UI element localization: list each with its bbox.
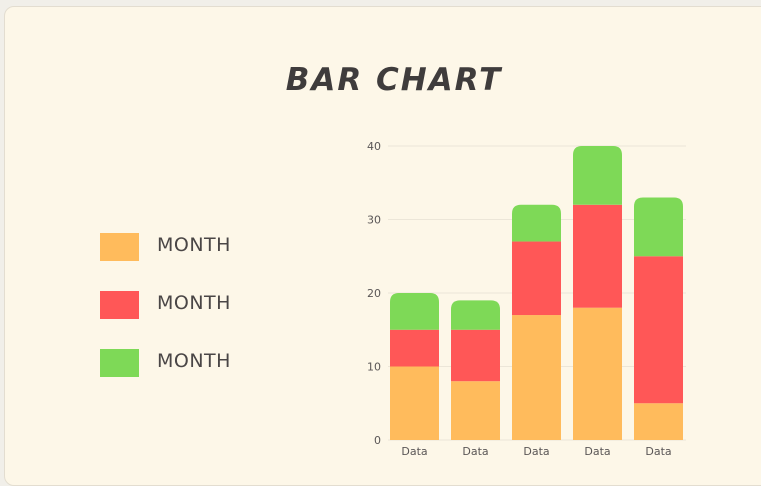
bar-segment-cat-2-series-1	[451, 381, 500, 440]
x-tick-label: Data	[462, 445, 488, 458]
y-tick-label: 10	[367, 361, 381, 374]
bar-segment-cat-5-series-1	[634, 403, 683, 440]
y-tick-label: 30	[367, 214, 381, 227]
bars	[390, 146, 683, 440]
bar-segment-cat-1-series-2	[390, 329, 439, 367]
bar-segment-cat-5-series-2	[634, 256, 683, 404]
legend-label-series-3: MONTH	[157, 350, 231, 372]
bar-segment-cat-2-series-3	[451, 300, 500, 330]
bar-segment-cat-3-series-3	[512, 204, 561, 242]
bar-segment-cat-1-series-1	[390, 366, 439, 440]
legend-label-series-1: MONTH	[157, 234, 231, 256]
legend-swatch-series-2	[100, 291, 139, 319]
x-tick-label: Data	[523, 445, 549, 458]
bar-segment-cat-5-series-3	[634, 197, 683, 257]
x-tick-label: Data	[584, 445, 610, 458]
legend-swatch-series-1	[100, 233, 139, 261]
bar-segment-cat-4-series-1	[573, 307, 622, 440]
bar-segment-cat-3-series-1	[512, 315, 561, 440]
bar-segment-cat-4-series-3	[573, 146, 622, 205]
bar-segment-cat-3-series-2	[512, 241, 561, 316]
legend-swatch-series-3	[100, 349, 139, 377]
y-tick-label: 20	[367, 287, 381, 300]
axis-labels: 0 10 20 30 40 Data Data Data Data Data	[367, 140, 672, 458]
x-tick-label: Data	[401, 445, 427, 458]
bar-segment-cat-4-series-2	[573, 204, 622, 308]
bar-chart: 0 10 20 30 40 Data Data Data Data Data	[367, 140, 686, 458]
legend-label-series-2: MONTH	[157, 292, 231, 314]
y-tick-label: 40	[367, 140, 381, 153]
bar-segment-cat-2-series-2	[451, 329, 500, 382]
chart-title: BAR CHART	[285, 62, 503, 98]
y-tick-label: 0	[374, 434, 381, 447]
x-tick-label: Data	[645, 445, 671, 458]
bar-segment-cat-1-series-3	[390, 293, 439, 330]
